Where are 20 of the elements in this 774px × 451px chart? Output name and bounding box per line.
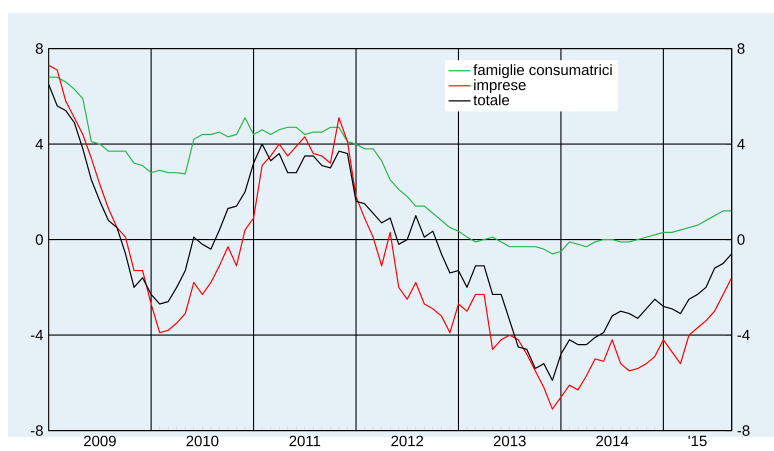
y-tick-label: -4 xyxy=(30,330,44,340)
y2-tick-label: -4 xyxy=(738,330,750,340)
x-tick-label: 2009 xyxy=(84,436,116,446)
y-tick-label: 0 xyxy=(36,234,43,245)
x-tick-label: 2014 xyxy=(596,436,628,446)
x-tick-label: 2012 xyxy=(391,436,424,446)
legend-label: totale xyxy=(473,94,510,106)
x-tick-label: 2011 xyxy=(289,436,320,446)
x-tick-label: '15 xyxy=(688,436,707,446)
y2-tick-label: 0 xyxy=(737,234,745,245)
x-tick-label: 2013 xyxy=(494,436,526,446)
x-tick-label: 2010 xyxy=(186,436,218,446)
y-tick-label: -8 xyxy=(30,425,43,436)
y2-tick-label: 8 xyxy=(738,43,745,54)
legend-label: famiglie consumatrici xyxy=(473,64,612,78)
y-tick-label: 8 xyxy=(36,43,43,54)
y2-tick-label: -8 xyxy=(738,425,750,436)
legend-label: imprese xyxy=(474,79,526,94)
y2-tick-label: 4 xyxy=(737,138,745,150)
y-tick-label: 4 xyxy=(36,138,44,150)
